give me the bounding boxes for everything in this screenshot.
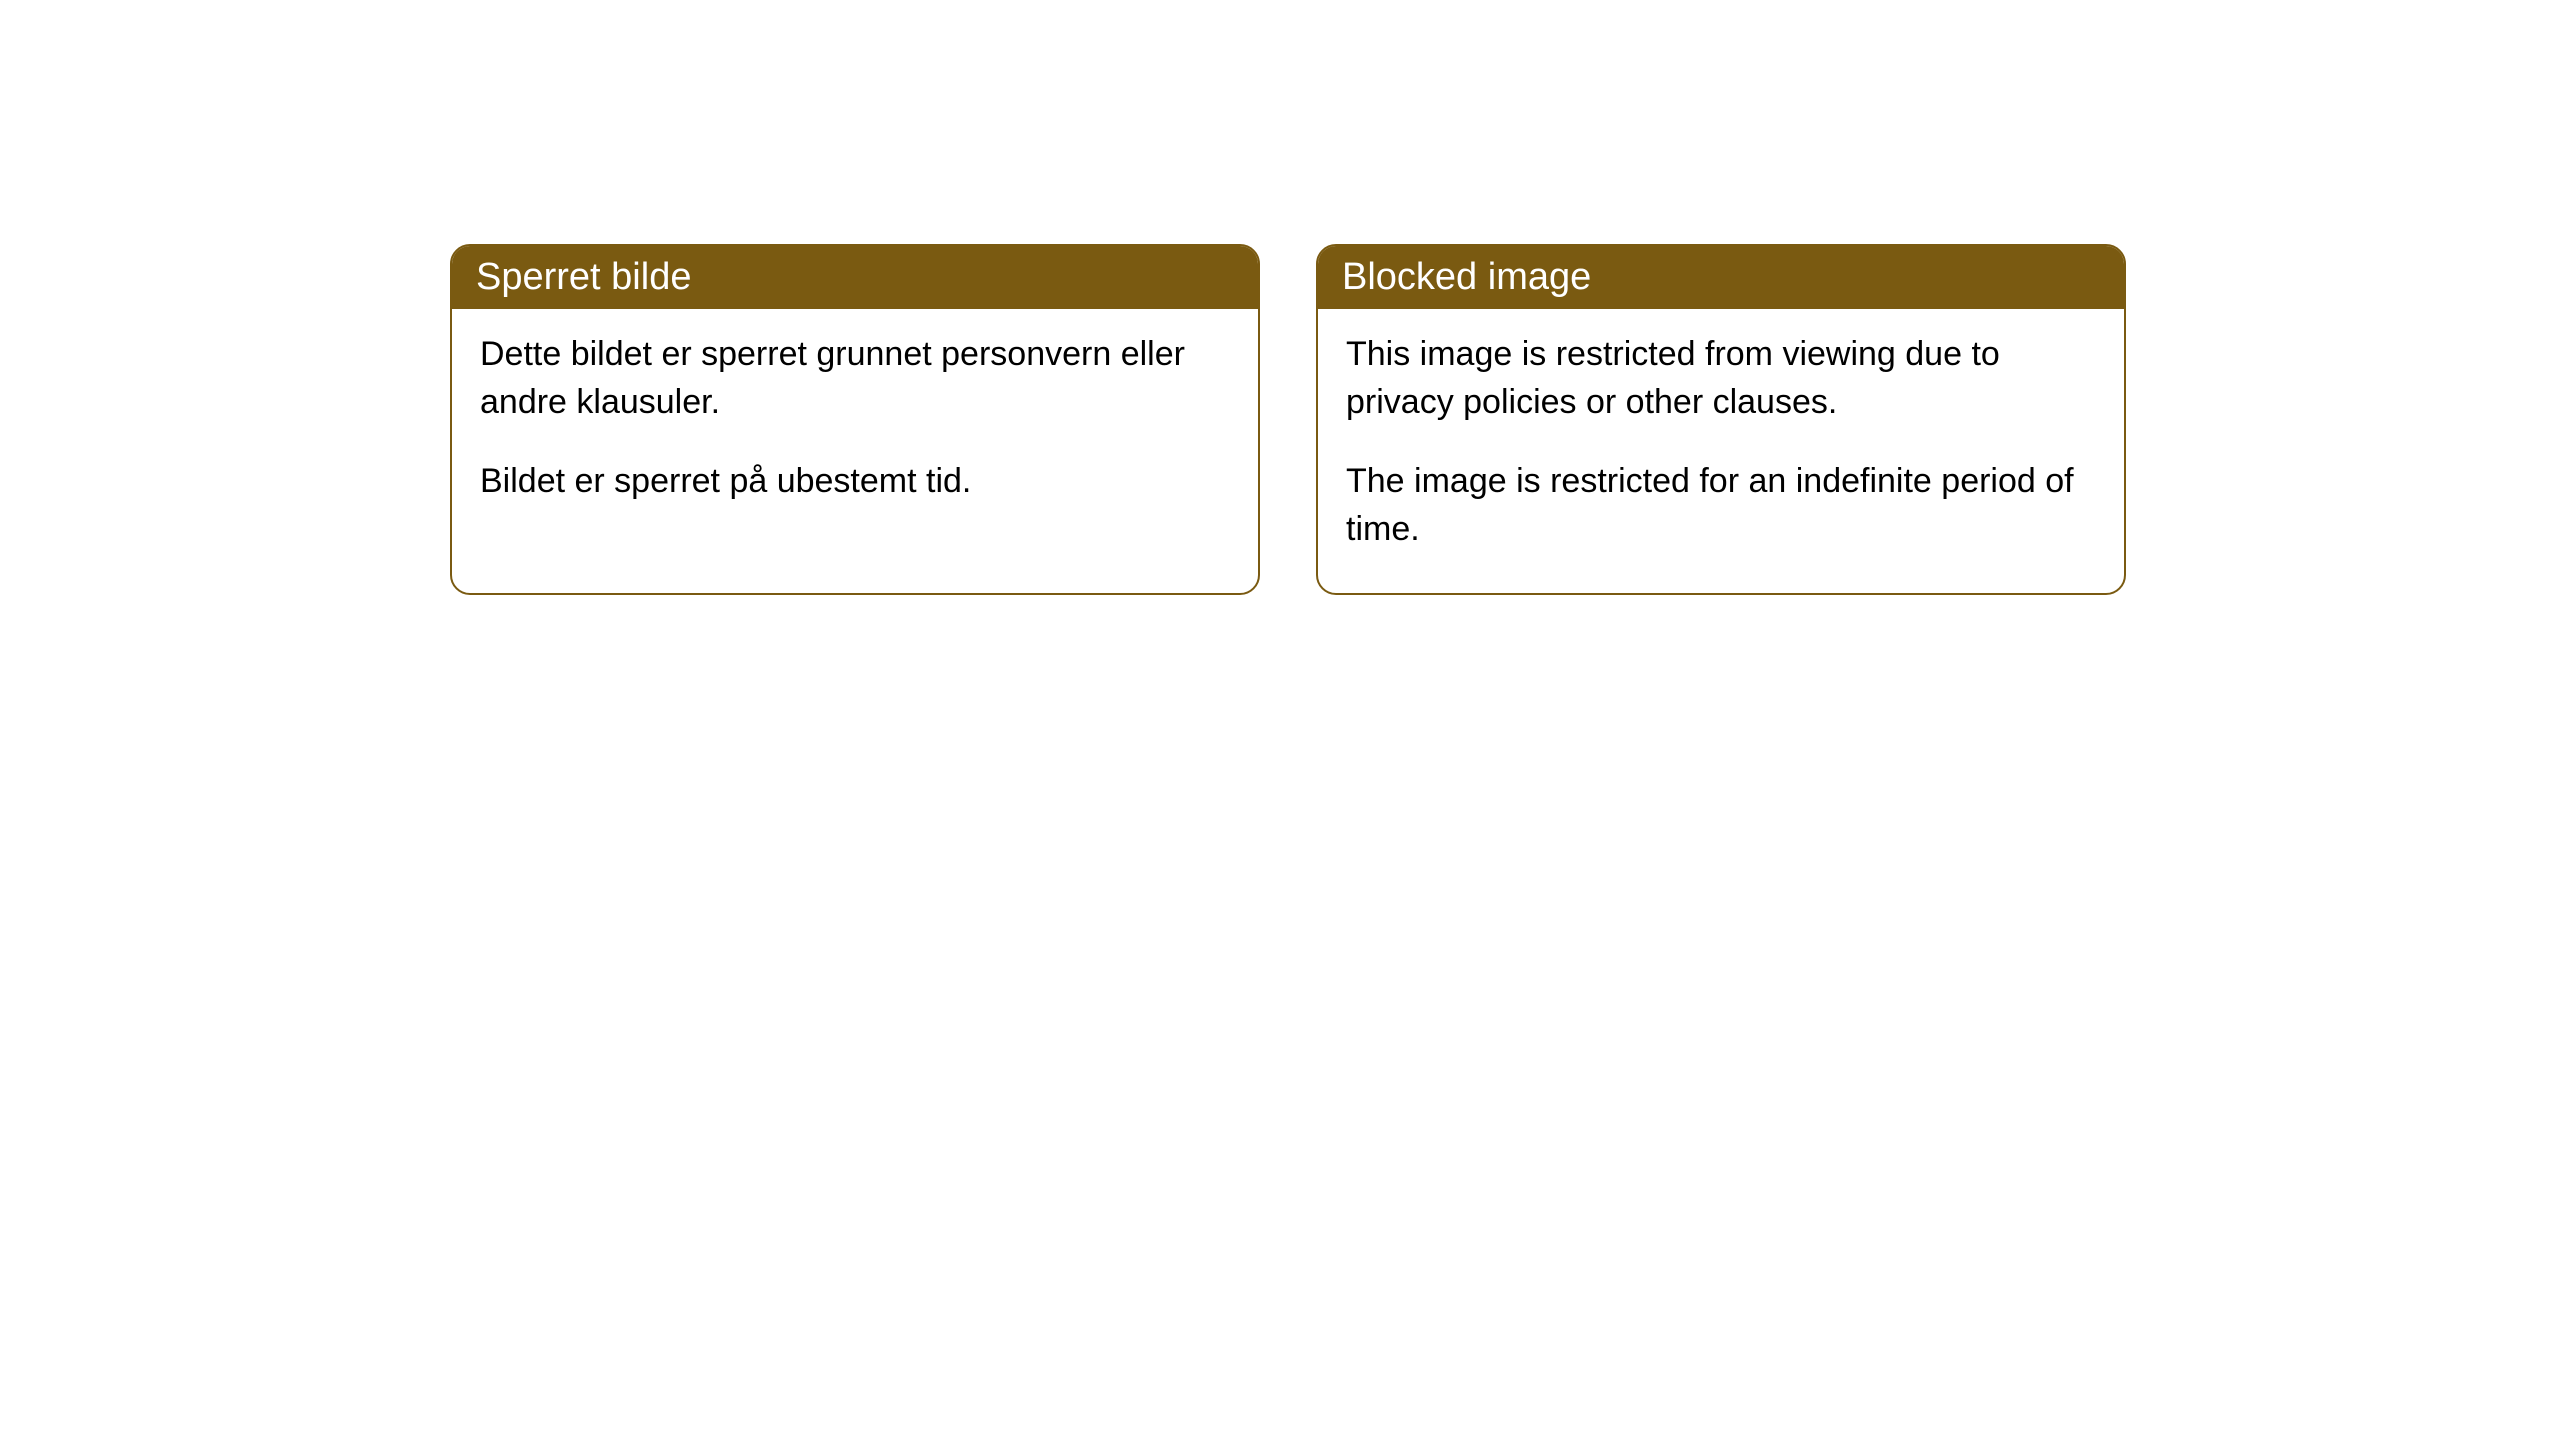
card-header-english: Blocked image [1318,246,2124,309]
card-header-norwegian: Sperret bilde [452,246,1258,309]
blocked-image-card-norwegian: Sperret bilde Dette bildet er sperret gr… [450,244,1260,595]
blocked-image-card-english: Blocked image This image is restricted f… [1316,244,2126,595]
notice-text-line1-english: This image is restricted from viewing du… [1346,331,2096,426]
notice-text-line1-norwegian: Dette bildet er sperret grunnet personve… [480,331,1230,426]
notice-text-line2-english: The image is restricted for an indefinit… [1346,458,2096,553]
card-body-norwegian: Dette bildet er sperret grunnet personve… [452,309,1258,546]
notice-text-line2-norwegian: Bildet er sperret på ubestemt tid. [480,458,1230,506]
notice-container: Sperret bilde Dette bildet er sperret gr… [0,0,2560,595]
card-body-english: This image is restricted from viewing du… [1318,309,2124,593]
